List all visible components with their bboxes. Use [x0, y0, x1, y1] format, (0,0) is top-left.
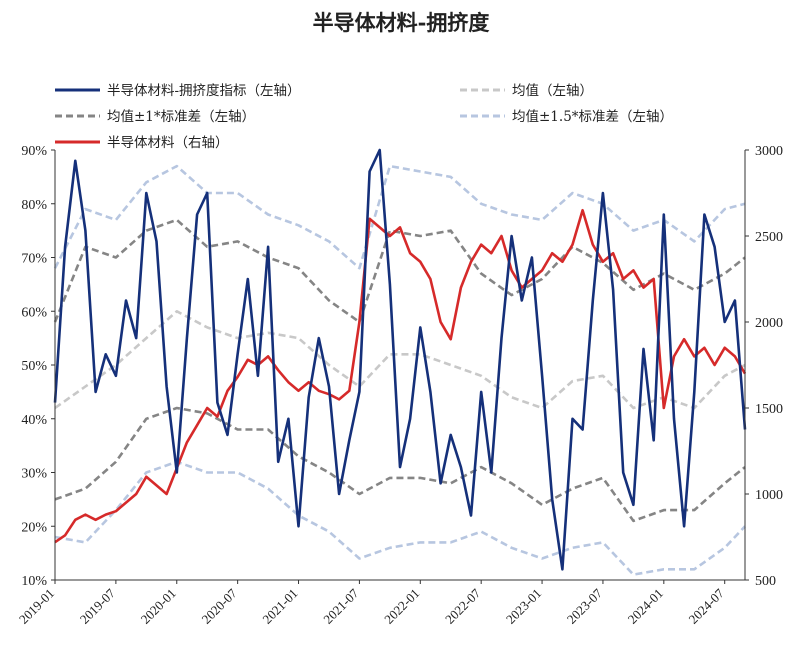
right-tick-label: 1500 [755, 402, 783, 417]
series-line-6 [54, 208, 747, 544]
right-tick-label: 3000 [755, 144, 783, 159]
legend-label-index: 半导体材料（右轴） [107, 135, 229, 151]
left-tick-label: 20% [21, 520, 47, 535]
right-tick-label: 1000 [755, 488, 783, 503]
x-tick-label: 2023-07 [564, 585, 606, 627]
x-tick-label: 2022-07 [442, 585, 484, 627]
x-tick-label: 2021-07 [320, 585, 362, 627]
right-tick-label: 2500 [755, 230, 783, 245]
series-layer [53, 148, 747, 576]
chart-title: 半导体材料-拥挤度 [313, 10, 490, 35]
legend: 半导体材料-拥挤度指标（左轴） 均值（左轴） 均值±1*标准差（左轴） 均值±1… [55, 83, 673, 151]
left-tick-label: 10% [21, 574, 47, 589]
series-line-1 [54, 310, 746, 410]
x-tick-label: 2022-01 [381, 586, 422, 627]
left-tick-label: 30% [21, 467, 47, 482]
series-line-2 [53, 218, 746, 324]
x-tick-labels: 2019-01 2019-07 2020-01 2020-07 2021-01 2021-… [16, 580, 727, 627]
x-tick-label: 2021-01 [259, 586, 300, 627]
series-line-5 [54, 460, 746, 576]
legend-label-1std: 均值±1*标准差（左轴） [107, 109, 255, 125]
x-tick-label: 2019-01 [16, 586, 57, 627]
left-tick-label: 50% [21, 359, 47, 374]
left-tick-label: 90% [21, 144, 47, 159]
x-tick-label: 2020-07 [199, 585, 241, 627]
series-line-0 [53, 148, 747, 571]
x-tick-label: 2023-01 [503, 586, 544, 627]
series-line-4 [53, 164, 746, 270]
x-tick-label: 2019-07 [77, 585, 119, 627]
legend-label-15std: 均值±1.5*标准差（左轴） [512, 109, 673, 125]
x-tick-label: 2024-01 [625, 586, 666, 627]
plot-area: 10% 20% 30% 40% 50% 60% 70% 80% 90% 500 1000 1500 2… [16, 144, 783, 627]
left-tick-labels: 10% 20% 30% 40% 50% 60% 70% 80% 90% [21, 144, 55, 589]
left-tick-label: 60% [21, 305, 47, 320]
legend-label-mean: 均值（左轴） [512, 83, 593, 99]
left-tick-label: 80% [21, 198, 47, 213]
left-tick-label: 40% [21, 413, 47, 428]
x-tick-label: 2024-07 [686, 585, 728, 627]
right-tick-labels: 500 1000 1500 2000 2500 3000 [745, 144, 783, 589]
x-tick-label: 2020-01 [138, 586, 179, 627]
legend-label-crowding: 半导体材料-拥挤度指标（左轴） [107, 83, 301, 99]
left-tick-label: 70% [21, 252, 47, 267]
right-tick-label: 2000 [755, 316, 783, 331]
right-tick-label: 500 [755, 574, 776, 589]
